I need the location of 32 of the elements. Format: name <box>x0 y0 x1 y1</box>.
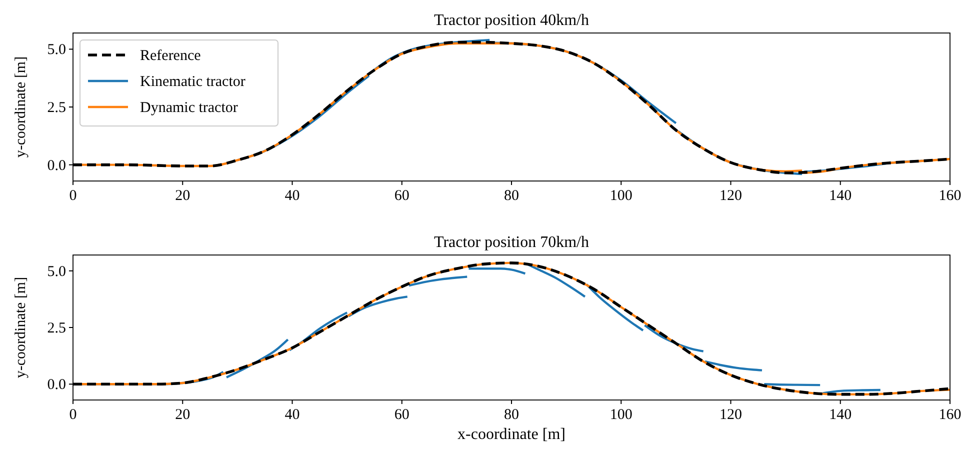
x-tick-label: 160 <box>938 188 962 204</box>
x-tick-label: 80 <box>504 188 519 204</box>
y-tick-label: 2.5 <box>47 100 66 116</box>
x-tick-label: 20 <box>175 407 190 423</box>
x-tick-label: 0 <box>69 407 77 423</box>
x-tick-label: 0 <box>69 188 77 204</box>
x-tick-label: 100 <box>610 188 632 204</box>
x-tick-label: 140 <box>829 407 852 423</box>
x-tick-label: 60 <box>394 407 410 423</box>
x-tick-label: 40 <box>284 407 300 423</box>
x-tick-label: 160 <box>938 407 962 423</box>
x-tick-label: 40 <box>284 188 300 204</box>
x-tick-label: 100 <box>610 407 632 423</box>
y-tick-label: 0.0 <box>47 377 66 394</box>
y-axis-title: y-coordinate [m] <box>13 56 29 158</box>
y-tick-label: 0.0 <box>47 158 66 174</box>
x-tick-label: 20 <box>175 188 190 204</box>
x-tick-label: 120 <box>720 188 742 204</box>
legend-label: Reference <box>140 48 202 64</box>
chart-title: Tractor position 40km/h <box>434 12 589 29</box>
x-axis-title: x-coordinate [m] <box>458 426 566 443</box>
x-tick-label: 80 <box>504 407 519 423</box>
y-tick-label: 5.0 <box>47 42 66 58</box>
x-tick-label: 140 <box>829 188 852 204</box>
legend-label: Dynamic tractor <box>140 100 238 116</box>
chart-title: Tractor position 70km/h <box>434 234 589 251</box>
x-tick-label: 60 <box>394 188 410 204</box>
x-tick-label: 120 <box>720 407 742 423</box>
y-tick-label: 5.0 <box>47 264 66 280</box>
legend-label: Kinematic tractor <box>140 74 246 90</box>
y-axis-title: y-coordinate [m] <box>13 276 29 378</box>
y-tick-label: 2.5 <box>47 320 66 336</box>
